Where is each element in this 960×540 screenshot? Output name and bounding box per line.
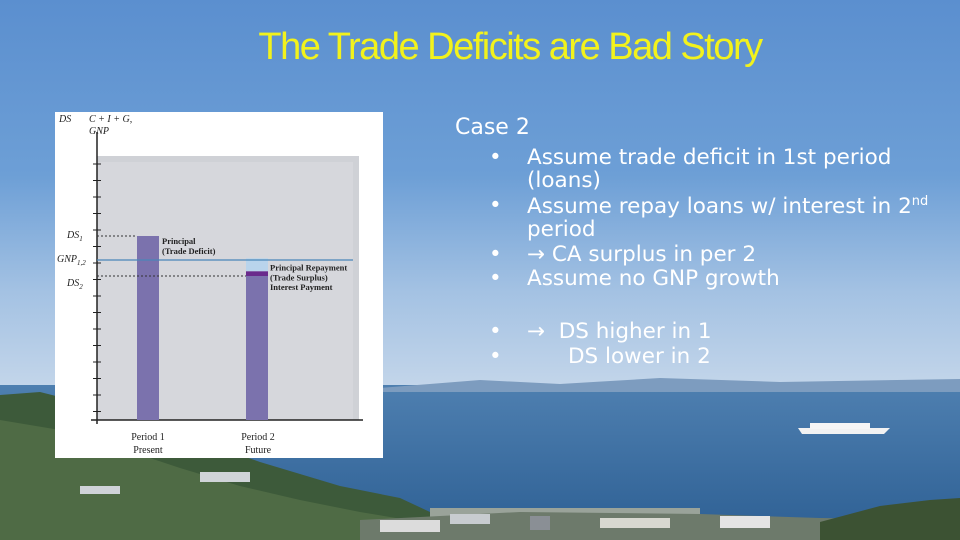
bullet-item: • DS lower in 2 xyxy=(489,343,711,369)
far-hills xyxy=(380,378,960,392)
slide-title: The Trade Deficits are Bad Story xyxy=(258,26,763,68)
y-axis-ticks xyxy=(93,163,101,412)
x-label-present: Present xyxy=(133,445,163,456)
gnp-label: GNP1,2 xyxy=(57,254,86,267)
building-1 xyxy=(380,520,440,532)
bullet-icon: • xyxy=(489,319,502,345)
annotation-trade-deficit: (Trade Deficit) xyxy=(162,246,216,256)
bullet-item: • Assume no GNP growth xyxy=(489,266,780,292)
building-3 xyxy=(530,516,550,530)
case-heading: Case 2 xyxy=(455,115,530,140)
bar-period-2 xyxy=(246,276,268,420)
y-title-gnp: GNP xyxy=(89,126,109,137)
building-7 xyxy=(80,486,120,494)
ds1-label: DS1 xyxy=(66,230,83,243)
annotation-principal: Principal xyxy=(162,236,196,246)
right-hill xyxy=(820,498,960,540)
bullet-icon: • xyxy=(489,192,502,218)
slide-text: Case 2 • Assume trade deficit in 1st peri… xyxy=(455,116,955,371)
bullet-icon: • xyxy=(489,145,502,171)
annotation-trade-surplus: (Trade Surplus) xyxy=(270,272,328,282)
x-label-period-2: Period 2 xyxy=(241,432,275,443)
y-title-ds: DS xyxy=(58,114,71,125)
bar-period-2-interest xyxy=(246,271,268,276)
building-2 xyxy=(450,514,490,524)
building-6 xyxy=(200,472,250,482)
bullet-list-2: • → DS higher in 1 • DS lower in 2 xyxy=(489,319,955,369)
bullet-list-1: • Assume trade deficit in 1st period (loa… xyxy=(489,145,955,292)
building-4 xyxy=(600,518,670,528)
trade-deficit-diagram: DS C + I + G, GNP DS1 GNP1,2 DS2 Princip… xyxy=(55,112,383,458)
arrow-icon: → xyxy=(527,319,546,345)
annotation-principal-repayment: Principal Repayment xyxy=(270,262,347,272)
bullet-item: • → CA surplus in per 2 xyxy=(489,241,757,267)
bullet-icon: • xyxy=(489,343,502,369)
y-title-c: C + I + G, xyxy=(89,114,132,125)
bullet-item: • → DS higher in 1 xyxy=(489,319,712,345)
arrow-icon: → xyxy=(527,241,546,267)
building-5 xyxy=(720,516,770,528)
bar-period-1 xyxy=(137,236,159,420)
annotation-interest-payment: Interest Payment xyxy=(270,282,333,292)
bar-period-2-repayment xyxy=(246,258,268,272)
bullet-item: • Assume repay loans w/ interest in 2nd p… xyxy=(489,192,929,242)
bullet-icon: • xyxy=(489,241,502,267)
bullet-icon: • xyxy=(489,266,502,292)
x-label-future: Future xyxy=(245,445,272,456)
x-label-period-1: Period 1 xyxy=(131,432,165,443)
ferry-cabin xyxy=(810,423,870,429)
ferry-ship xyxy=(798,428,890,434)
bullet-item: • Assume trade deficit in 1st period (loa… xyxy=(489,145,892,194)
ds2-label: DS2 xyxy=(66,278,83,291)
